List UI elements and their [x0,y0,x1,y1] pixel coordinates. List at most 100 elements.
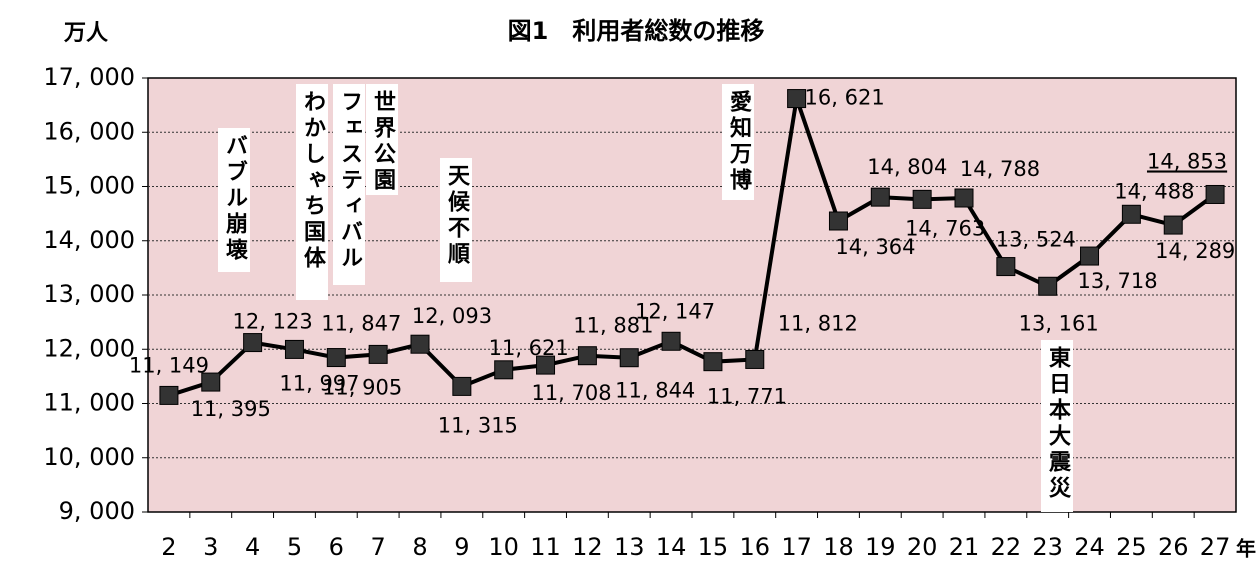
value-label: 13, 718 [1077,269,1157,293]
marker [870,187,890,207]
marker [912,189,932,209]
marker [368,344,388,364]
marker [954,188,974,208]
x-tick-label: 6 [329,533,344,561]
marker [996,257,1016,277]
value-label: 11, 905 [322,375,402,399]
x-tick-label: 18 [823,533,854,561]
value-label: 11, 997 [279,371,359,395]
annotation-box [218,128,250,272]
marker [326,348,346,368]
x-tick-label: 20 [907,533,938,561]
marker [201,372,221,392]
annotation-box [440,158,472,282]
marker [494,360,514,380]
value-label: 11, 847 [321,312,401,336]
value-label: 14, 364 [835,235,915,259]
x-tick-label: 3 [203,533,218,561]
x-tick-label: 5 [287,533,302,561]
x-tick-label: 4 [245,533,260,561]
value-label: 14, 763 [905,216,985,240]
value-label: 13, 161 [1019,311,1099,335]
x-tick-label: 7 [371,533,386,561]
x-tick-label: 8 [412,533,427,561]
chart-title: 図1 利用者総数の推移 [508,17,765,45]
x-tick-label: 24 [1074,533,1105,561]
x-tick-label: 12 [572,533,603,561]
x-tick-label: 27 [1200,533,1231,561]
value-label: 13, 524 [996,228,1076,252]
x-tick-label: 2 [161,533,176,561]
marker [745,349,765,369]
marker [410,334,430,354]
x-tick-label: 11 [530,533,561,561]
annotation: 世界公園 [370,90,396,194]
marker [243,333,263,353]
annotation: フェスティバル [337,90,362,272]
annotation: わかしゃち国体 [300,90,326,272]
marker [828,211,848,231]
annotation-box [1041,340,1073,512]
annotation: 天候不順 [444,164,470,268]
marker [1080,246,1100,266]
marker [1163,215,1183,235]
marker [1038,276,1058,296]
x-tick-label: 10 [488,533,519,561]
y-tick-label: 10, 000 [43,443,135,471]
x-tick-label: 16 [739,533,770,561]
x-tick-label: 13 [614,533,645,561]
marker [1121,204,1141,224]
value-label: 14, 853 [1147,149,1227,173]
marker [536,355,556,375]
annotation: 東日本大震災 [1045,346,1071,502]
value-label: 14, 289 [1155,239,1235,263]
value-label: 11, 708 [531,381,611,405]
value-label: 12, 123 [233,310,313,334]
y-tick-label: 11, 000 [43,389,135,417]
y-tick-label: 16, 000 [43,117,135,145]
value-label: 14, 804 [867,155,947,179]
value-label: 14, 488 [1114,179,1194,203]
annotation-box [333,84,365,285]
annotation: バブル崩壊 [222,134,248,264]
x-tick-label: 22 [991,533,1022,561]
value-label: 11, 149 [129,353,209,377]
value-label: 11, 771 [707,385,787,409]
x-tick-label: 15 [698,533,729,561]
marker [661,331,681,351]
marker [787,89,807,109]
marker [1205,184,1225,204]
value-label: 11, 621 [489,336,569,360]
value-label: 16, 621 [805,86,885,110]
marker [577,346,597,366]
x-tick-label: 25 [1116,533,1147,561]
x-tick-label: 26 [1158,533,1189,561]
marker [452,376,472,396]
value-label: 12, 093 [412,304,492,328]
y-tick-label: 9, 000 [59,497,135,525]
value-label: 11, 812 [778,311,858,335]
annotation: 愛知万博 [726,89,753,194]
value-label: 11, 881 [573,314,653,338]
marker [619,348,639,368]
x-tick-label: 14 [656,533,687,561]
value-label: 11, 315 [438,413,518,437]
x-tick-label: 9 [454,533,469,561]
x-tick-label: 19 [865,533,896,561]
annotation-box [722,84,754,200]
value-label: 11, 844 [615,379,695,403]
marker [284,339,304,359]
value-label: 14, 788 [960,157,1040,181]
y-tick-label: 17, 000 [43,63,135,91]
x-tick-label: 23 [1032,533,1063,561]
marker [703,352,723,372]
y-tick-label: 12, 000 [43,334,135,362]
value-label: 11, 395 [191,397,271,421]
x-tick-label: 17 [781,533,812,561]
y-tick-label: 15, 000 [43,172,135,200]
marker [159,385,179,405]
annotation-box [366,84,398,195]
x-axis-label: 年 [1236,537,1256,561]
y-tick-label: 13, 000 [43,280,135,308]
